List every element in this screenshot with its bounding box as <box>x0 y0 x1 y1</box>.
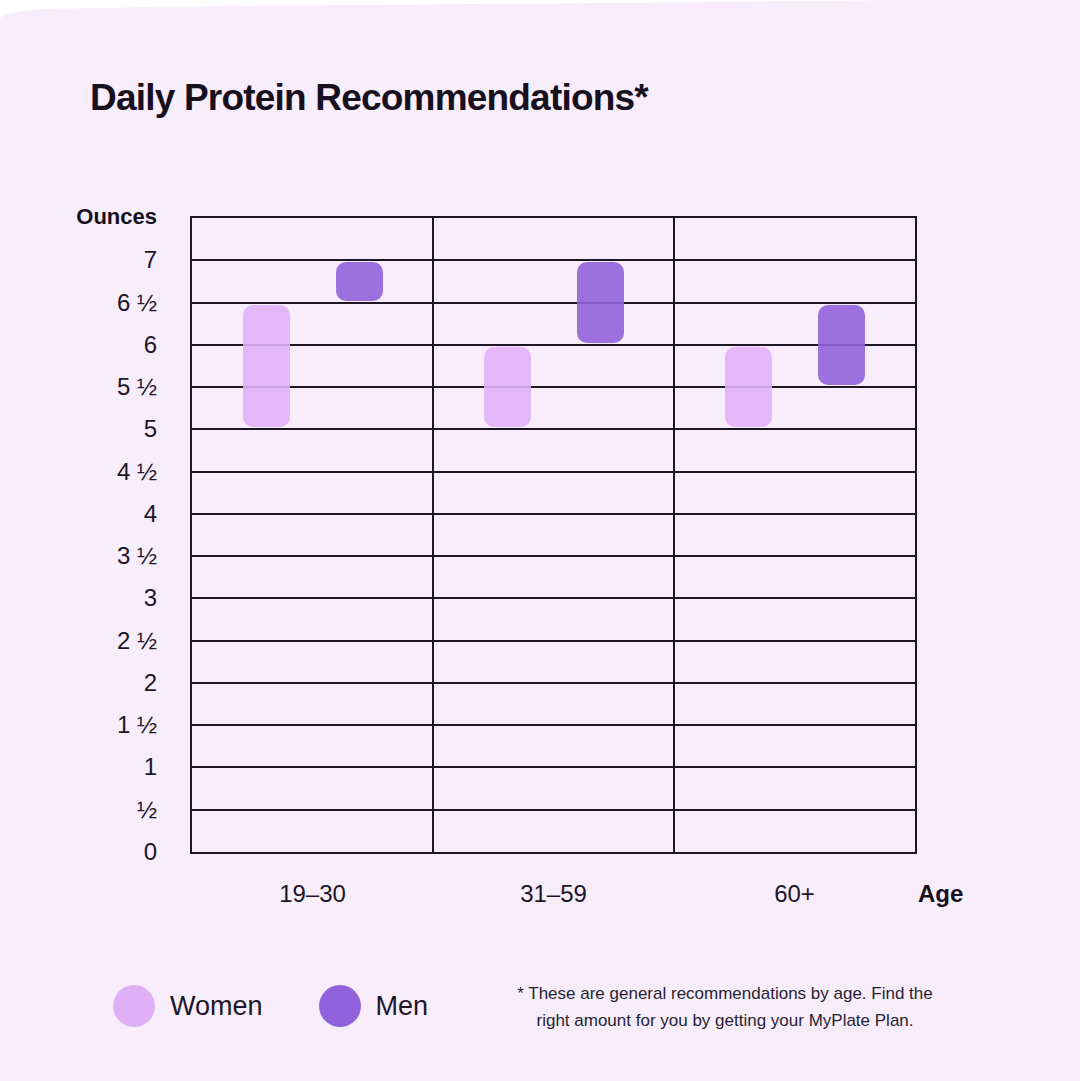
chart-title: Daily Protein Recommendations* <box>90 76 648 120</box>
gridline <box>192 766 915 768</box>
gridline <box>192 513 915 515</box>
column-divider <box>432 218 434 852</box>
footnote-line-2: right amount for you by getting your MyP… <box>495 1007 955 1034</box>
y-axis-title: Ounces <box>0 204 157 230</box>
gridline <box>192 302 915 304</box>
gridline <box>192 259 915 261</box>
x-axis-title: Age <box>918 880 998 908</box>
y-tick-label: 1 ½ <box>0 710 157 740</box>
gridline <box>192 471 915 473</box>
y-tick-label: 3 <box>0 583 157 613</box>
y-tick-label: 2 ½ <box>0 626 157 656</box>
chart-footnote: * These are general recommendations by a… <box>495 980 955 1034</box>
legend-item-women: Women <box>113 985 263 1027</box>
y-tick-label: 4 ½ <box>0 457 157 487</box>
women-color-swatch-icon <box>113 985 155 1027</box>
gridline <box>192 597 915 599</box>
gridline <box>192 344 915 346</box>
y-tick-label: 1 <box>0 752 157 782</box>
y-tick-label: 4 <box>0 499 157 529</box>
gridline <box>192 555 915 557</box>
men-color-swatch-icon <box>319 985 361 1027</box>
gridline <box>192 386 915 388</box>
legend-item-men: Men <box>319 985 429 1027</box>
gridline <box>192 724 915 726</box>
bar-women-2 <box>725 347 772 428</box>
bar-men-0 <box>336 262 383 300</box>
y-tick-label: 0 <box>0 837 157 867</box>
y-tick-label: 6 ½ <box>0 288 157 318</box>
footnote-line-1: * These are general recommendations by a… <box>495 980 955 1007</box>
gridline <box>192 428 915 430</box>
infographic-card: Daily Protein Recommendations* Ounces 7 6… <box>0 0 1080 1081</box>
y-tick-label: ½ <box>0 795 157 825</box>
y-tick-label: 7 <box>0 245 157 275</box>
y-tick-label: 6 <box>0 330 157 360</box>
gridline <box>192 640 915 642</box>
gridline <box>192 809 915 811</box>
y-tick-label: 2 <box>0 668 157 698</box>
bar-men-2 <box>818 305 865 386</box>
gridline <box>192 682 915 684</box>
x-category-label: 31–59 <box>484 880 624 908</box>
legend-label-men: Men <box>376 985 429 1027</box>
bar-women-0 <box>243 305 290 428</box>
y-tick-label: 5 ½ <box>0 372 157 402</box>
y-tick-label: 5 <box>0 414 157 444</box>
bar-men-1 <box>577 262 624 343</box>
page-corner-decoration <box>0 0 910 18</box>
column-divider <box>673 218 675 852</box>
chart-plot-area <box>190 216 917 854</box>
y-tick-label: 3 ½ <box>0 541 157 571</box>
chart-legend: Women Men <box>113 985 428 1027</box>
legend-label-women: Women <box>170 985 263 1027</box>
x-category-label: 19–30 <box>243 880 383 908</box>
x-category-label: 60+ <box>725 880 865 908</box>
bar-women-1 <box>484 347 531 428</box>
